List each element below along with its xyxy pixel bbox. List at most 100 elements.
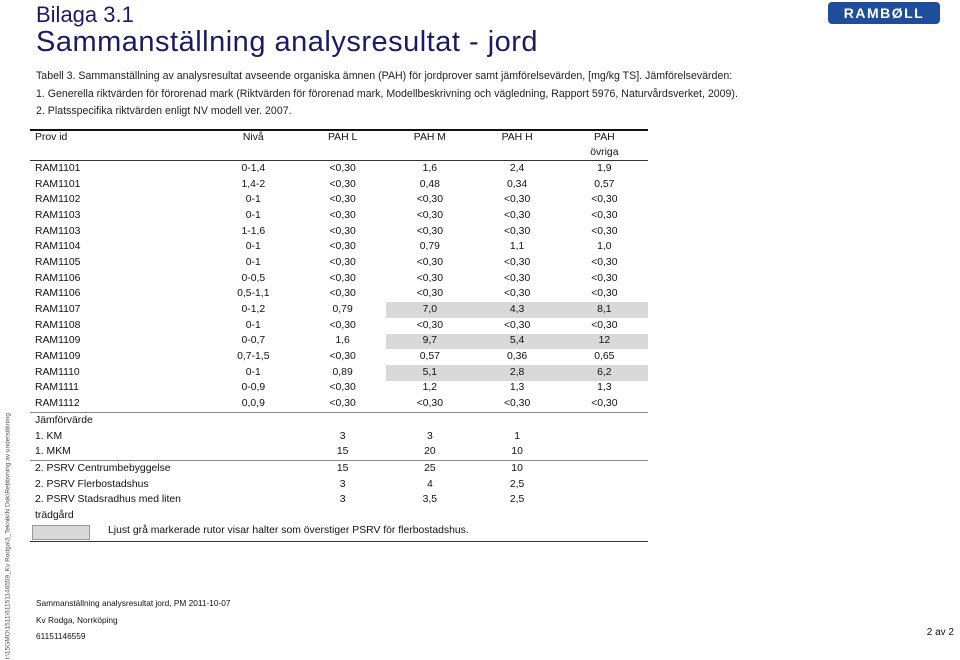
cell-pah-m: <0,30 (416, 209, 443, 221)
cell-pah-ovriga: <0,30 (591, 288, 618, 300)
cell-pah-h: 2,4 (509, 162, 525, 174)
header-row-2: övriga (30, 145, 648, 161)
legend-divider (30, 541, 648, 542)
table-row: RAM1106 0-0,5 <0,30 <0,30 <0,30 <0,30 (30, 271, 648, 287)
comparison-pah-h: 10 (511, 446, 523, 458)
data-rows: RAM1101 0-1,4 <0,30 1,6 2,4 1,9 RAM1101 1,4-2 <0… (30, 161, 648, 413)
cell-pah-h: 4,3 (473, 302, 561, 318)
cell-prov-id: RAM1105 (35, 256, 81, 268)
cell-niva: 0,7-1,5 (237, 351, 270, 363)
comparison-label: 2. PSRV Stadsradhus med liten (35, 494, 181, 506)
cell-pah-m: 1,6 (422, 162, 438, 174)
cell-pah-l: <0,30 (329, 382, 356, 394)
comparison-row-continuation: trädgård (30, 508, 648, 524)
cell-pah-h: <0,30 (503, 194, 531, 206)
cell-prov-id: RAM1106 (35, 272, 81, 284)
comparison-label: 2. PSRV Centrumbebyggelse (30, 460, 208, 477)
cell-niva: 0-0,9 (241, 382, 266, 394)
cell-pah-l: <0,30 (329, 225, 356, 237)
footer-doc-title: Sammanställning analysresultat jord, PM … (36, 598, 231, 608)
page-title: Sammanställning analysresultat - jord (36, 26, 539, 58)
cell-pah-ovriga: 0,57 (594, 178, 615, 190)
comparison-row: 2. PSRV Stadsradhus med liten 3 3,5 2,5 (30, 492, 648, 508)
legend-swatch (32, 525, 90, 540)
header-row: Prov id Nivå PAH L PAH M PAH H PAH (30, 129, 648, 145)
header-pah-h: PAH H (473, 129, 561, 145)
cell-pah-l: <0,30 (329, 241, 356, 253)
cell-pah-l: <0,30 (329, 272, 356, 284)
cell-prov-id: RAM1109 (35, 351, 81, 363)
comparison-label: 2. PSRV Flerbostadshus (35, 478, 149, 490)
cell-niva: 0-1 (245, 209, 261, 221)
table-row: RAM1101 1,4-2 <0,30 0,48 0,34 0,57 (30, 177, 648, 193)
cell-pah-m: 0,48 (419, 178, 440, 190)
cell-prov-id: RAM1103 (35, 209, 81, 221)
cell-pah-l: <0,30 (329, 288, 356, 300)
table-row: RAM1103 0-1 <0,30 <0,30 <0,30 <0,30 (30, 208, 648, 224)
cell-pah-ovriga: 1,3 (597, 382, 612, 394)
cell-pah-m: <0,30 (416, 256, 443, 268)
cell-niva: 0-1 (245, 319, 261, 331)
table-row: RAM1112 0,0,9 <0,30 <0,30 <0,30 <0,30 (30, 396, 648, 412)
table-row: RAM1104 0-1 <0,30 0,79 1,1 1,0 (30, 239, 648, 255)
header-ovriga-sub: övriga (560, 145, 648, 161)
comparison-pah-m: 20 (424, 446, 436, 458)
cell-pah-h: <0,30 (503, 398, 531, 410)
comparison-label: 1. MKM (35, 446, 71, 458)
header-pah-m: PAH M (386, 129, 474, 145)
cell-niva: 1-1,6 (241, 225, 266, 237)
cell-pah-h: <0,30 (503, 225, 531, 237)
table-caption: Tabell 3. Sammanställning av analysresul… (36, 68, 946, 121)
cell-prov-id: RAM1101 (35, 178, 81, 190)
cell-pah-ovriga: <0,30 (591, 272, 618, 284)
cell-pah-l: <0,30 (329, 209, 356, 221)
cell-pah-m: <0,30 (416, 194, 443, 206)
caption-line-2: 1. Generella riktvärden för förorenad ma… (36, 87, 738, 100)
cell-niva: 0-0,7 (241, 335, 266, 347)
cell-prov-id: RAM1106 (35, 288, 81, 300)
cell-pah-h: <0,30 (503, 209, 531, 221)
table-row: RAM1111 0-0,9 <0,30 1,2 1,3 1,3 (30, 381, 648, 397)
cell-pah-h: <0,30 (503, 288, 531, 300)
comparison-pah-m: 3,5 (422, 494, 438, 506)
table-row: RAM1107 0-1,2 0,79 7,0 4,3 8,1 (30, 302, 648, 318)
footer-project: Kv Rodga, Norrköping (36, 615, 118, 625)
comparison-pah-h: 10 (473, 460, 561, 477)
caption-line-3: 2. Platsspecifika riktvärden enligt NV m… (36, 105, 292, 117)
cell-prov-id: RAM1101 (35, 162, 81, 174)
caption-line-1: Tabell 3. Sammanställning av analysresul… (36, 70, 733, 82)
cell-pah-ovriga: <0,30 (591, 209, 618, 221)
cell-pah-l: <0,30 (329, 351, 356, 363)
table-row: RAM1102 0-1 <0,30 <0,30 <0,30 <0,30 (30, 192, 648, 208)
cell-prov-id: RAM1108 (35, 319, 81, 331)
cell-niva: 0,5-1,1 (237, 288, 270, 300)
page-number: 2 av 2 (926, 627, 954, 638)
cell-prov-id: RAM1111 (35, 382, 79, 394)
ramboll-logo: RAMBØLL (828, 2, 940, 24)
cell-pah-m: <0,30 (416, 319, 443, 331)
table-row: RAM1109 0,7-1,5 <0,30 0,57 0,36 0,65 (30, 349, 648, 365)
comparison-pah-m: 3 (426, 430, 433, 442)
cell-niva: 0-0,5 (241, 272, 266, 284)
cell-pah-ovriga: <0,30 (591, 194, 618, 206)
cell-pah-ovriga: 1,0 (597, 241, 612, 253)
cell-niva: 1,4-2 (241, 178, 266, 190)
cell-niva: 0-1 (245, 241, 261, 253)
cell-pah-ovriga: 12 (560, 333, 648, 350)
cell-pah-l: 1,6 (335, 335, 350, 347)
cell-pah-h: 1,1 (509, 241, 525, 253)
header-niva: Nivå (207, 129, 299, 145)
footer-project-number: 61151146559 (36, 631, 86, 641)
cell-niva: 0-1 (245, 194, 261, 206)
header-pah-l: PAH L (299, 129, 387, 145)
comparison-pah-m: 25 (386, 460, 474, 477)
cell-pah-ovriga: <0,30 (591, 225, 618, 237)
comparison-rows: Jämförvärde 1. KM 3 3 1 1. MKM 15 20 10 2. PSRV … (30, 411, 648, 524)
cell-niva: 0-1,4 (241, 162, 266, 174)
cell-pah-l: <0,30 (329, 194, 356, 206)
file-path-sidebar: I:\15GMO\1511\61151146559_Kv Rodga\3_Tek… (4, 413, 12, 660)
cell-pah-l: <0,30 (329, 398, 356, 410)
cell-pah-h: 1,3 (509, 382, 525, 394)
table-row: RAM1106 0,5-1,1 <0,30 <0,30 <0,30 <0,30 (30, 287, 648, 303)
cell-pah-ovriga: 8,1 (560, 302, 648, 318)
